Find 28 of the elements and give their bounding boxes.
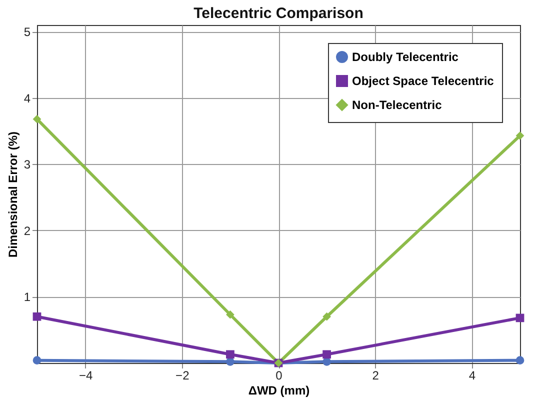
chart-title: Telecentric Comparison	[194, 5, 364, 22]
y-tick-label: 1	[24, 290, 31, 304]
point	[226, 358, 234, 366]
point	[516, 314, 524, 322]
x-tick-label: −2	[176, 368, 190, 382]
point	[32, 114, 42, 124]
point	[32, 312, 42, 321]
x-tick-label: 4	[468, 368, 476, 382]
y-tick-label: 4	[24, 91, 31, 106]
point	[32, 356, 42, 365]
x-tick-label: −4	[78, 368, 93, 382]
x-tick-label: 2	[372, 368, 380, 382]
point	[322, 312, 331, 321]
legend-label: Doubly Telecentric	[352, 50, 459, 64]
point	[226, 350, 234, 359]
y-tick-label: 5	[24, 25, 31, 40]
x-axis-title: ΔWD (mm)	[248, 384, 310, 398]
y-tick-label: 2	[24, 224, 31, 238]
y-axis-title: Dimensional Error (%)	[6, 131, 20, 258]
x-tick-label: 0	[276, 368, 283, 382]
point	[322, 350, 331, 359]
legend-label: Non-Telecentric	[352, 98, 442, 112]
point	[516, 356, 524, 365]
legend-label: Object Space Telecentric	[352, 74, 494, 88]
y-tick-label: 3	[24, 158, 31, 172]
point	[516, 131, 524, 140]
point	[322, 358, 331, 366]
point	[226, 310, 234, 319]
